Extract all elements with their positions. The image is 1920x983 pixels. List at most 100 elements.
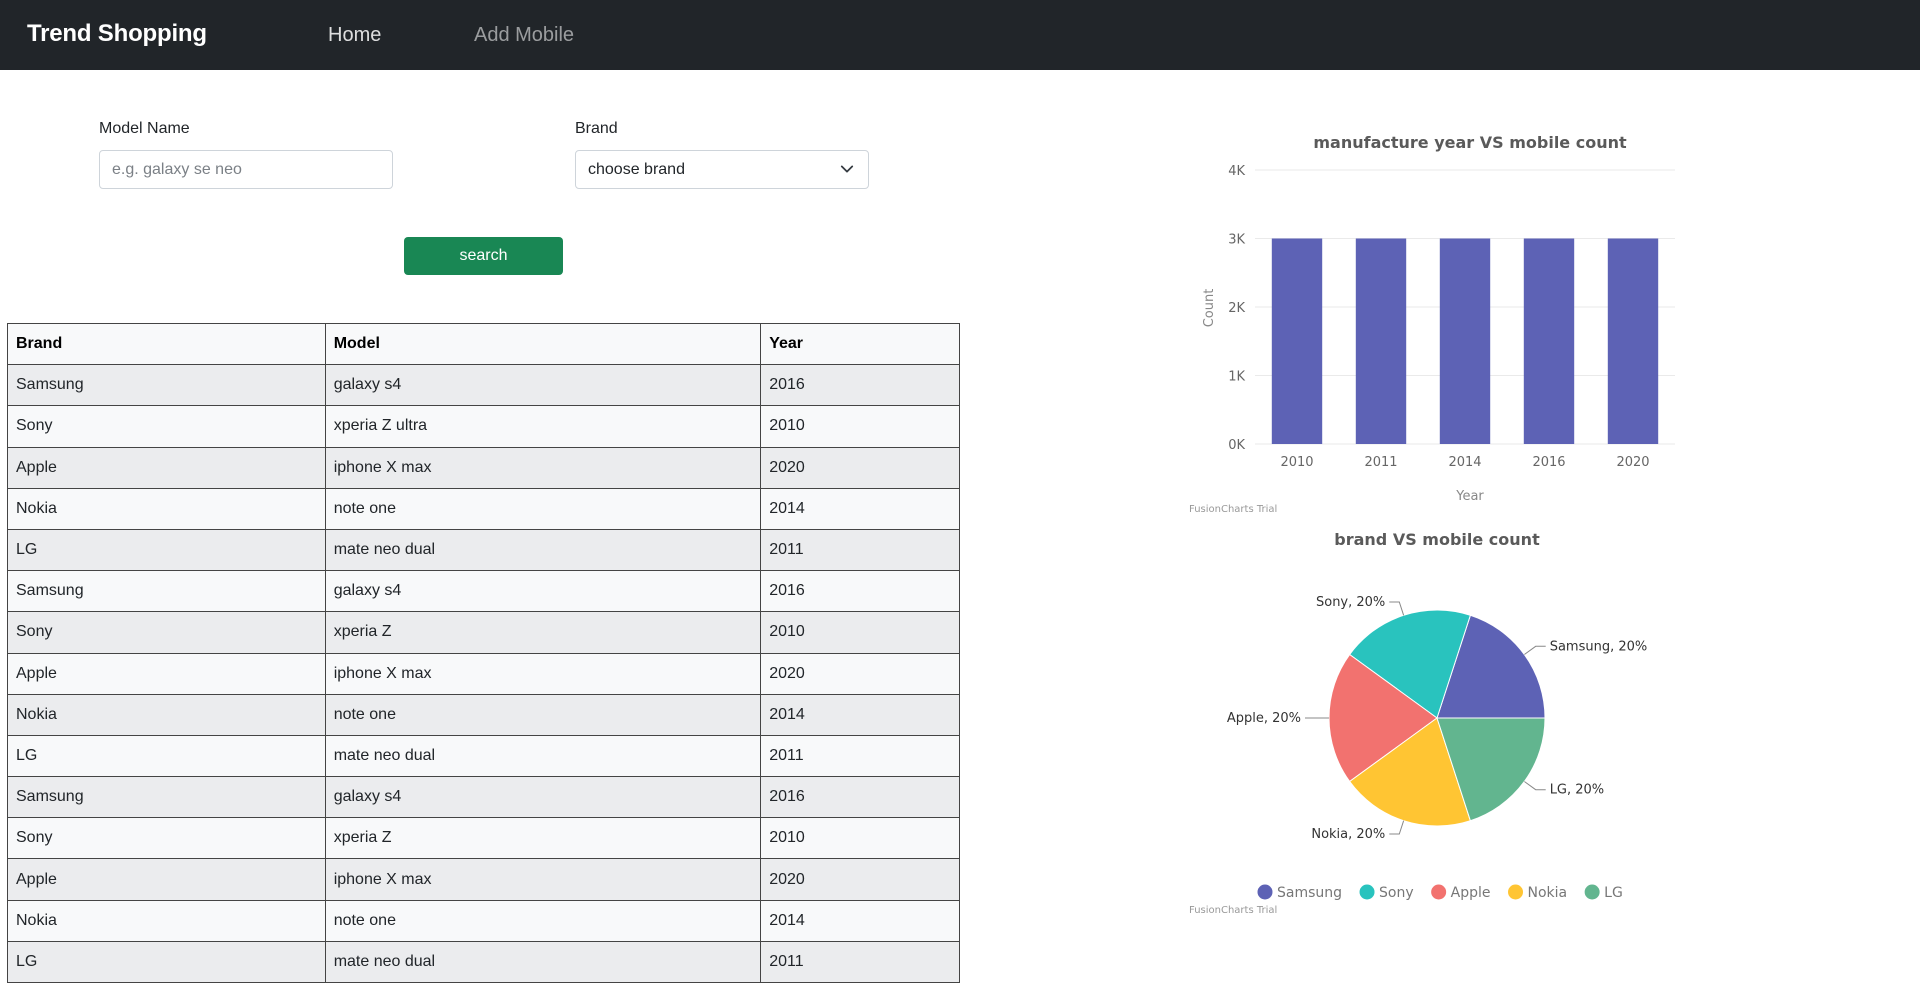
column-header-year: Year: [760, 322, 960, 366]
cell-brand: Nokia: [7, 487, 326, 530]
cell-year: 2016: [760, 364, 960, 407]
table-row: LG mate neo dual 2011: [7, 940, 960, 983]
bar-chart-y-tick-label: 1K: [1228, 370, 1245, 385]
bar-chart-title: manufacture year VS mobile count: [1313, 133, 1627, 152]
cell-brand: Samsung: [7, 776, 326, 819]
search-button[interactable]: search: [404, 237, 563, 275]
nav-link-home[interactable]: Home: [328, 24, 382, 46]
cell-model: note one: [324, 899, 762, 942]
cell-model: xperia Z ultra: [324, 405, 762, 448]
pie-label-connector: [1389, 601, 1405, 616]
bar-chart-bar[interactable]: [1523, 238, 1575, 445]
cell-year: 2010: [760, 611, 960, 654]
table-row: Nokia note one 2014: [7, 899, 960, 942]
pie-slice-label: Apple, 20%: [1227, 711, 1301, 726]
cell-year: 2014: [760, 899, 960, 942]
cell-model: galaxy s4: [324, 364, 762, 407]
brand-label: Brand: [575, 120, 618, 137]
cell-model: xperia Z: [324, 611, 762, 654]
bar-chart-y-axis-label: Count: [1202, 289, 1217, 328]
table-header-row: Brand Model Year: [7, 322, 960, 366]
bar-chart-bar[interactable]: [1439, 238, 1491, 445]
cell-year: 2020: [760, 858, 960, 901]
legend-marker-nokia[interactable]: [1508, 884, 1524, 900]
brand-select-value: choose brand: [588, 160, 685, 178]
navbar: Trend Shopping Home Add Mobile: [0, 0, 1920, 70]
cell-brand: Apple: [7, 652, 326, 695]
pie-slice-label: LG, 20%: [1550, 783, 1604, 798]
bar-chart-y-tick-label: 3K: [1228, 233, 1245, 248]
cell-year: 2020: [760, 446, 960, 489]
bar-chart-x-axis-label: Year: [1455, 489, 1484, 504]
table-row: Samsung galaxy s4 2016: [7, 364, 960, 407]
model-name-label: Model Name: [99, 120, 190, 137]
chevron-down-icon: [840, 165, 854, 173]
navbar-brand[interactable]: Trend Shopping: [27, 20, 207, 47]
cell-model: iphone X max: [324, 858, 762, 901]
brand-select[interactable]: choose brand: [575, 150, 869, 189]
cell-brand: LG: [7, 528, 326, 572]
bar-chart-bar[interactable]: [1355, 238, 1407, 445]
bar-chart-bar[interactable]: [1271, 238, 1323, 445]
legend-marker-samsung[interactable]: [1257, 884, 1273, 900]
table-row: Sony xperia Z 2010: [7, 817, 960, 860]
pie-slice-label: Samsung, 20%: [1550, 639, 1648, 654]
cell-brand: Sony: [7, 611, 326, 654]
pie-label-connector: [1524, 645, 1546, 655]
brand-count-pie-chart: brand VS mobile count Samsung, 20% Sony, …: [1227, 530, 1648, 901]
cell-model: mate neo dual: [324, 528, 762, 572]
cell-brand: Sony: [7, 405, 326, 448]
cell-model: galaxy s4: [324, 776, 762, 819]
table-row: LG mate neo dual 2011: [7, 734, 960, 778]
pie-label-connector: [1389, 820, 1405, 835]
table-row: Apple iphone X max 2020: [7, 652, 960, 695]
model-name-input[interactable]: [99, 150, 393, 189]
cell-year: 2016: [760, 776, 960, 819]
cell-model: galaxy s4: [324, 570, 762, 613]
legend-marker-lg[interactable]: [1584, 884, 1600, 900]
cell-brand: Samsung: [7, 570, 326, 613]
year-count-bar-chart: manufacture year VS mobile count Count Y…: [1202, 133, 1675, 504]
legend-marker-apple[interactable]: [1431, 884, 1447, 900]
legend-label-apple[interactable]: Apple: [1451, 885, 1491, 901]
pie-slice-lg[interactable]: [1436, 717, 1546, 822]
bar-chart-x-tick-label: 2014: [1448, 455, 1481, 470]
cell-year: 2011: [760, 940, 960, 983]
pie-chart-trial-watermark: FusionCharts Trial: [1189, 905, 1278, 916]
bar-chart-y-tick-label: 0K: [1228, 438, 1245, 453]
cell-brand: Apple: [7, 446, 326, 489]
cell-model: iphone X max: [324, 446, 762, 489]
bar-chart-y-tick-label: 4K: [1228, 164, 1245, 179]
table-row: Samsung galaxy s4 2016: [7, 776, 960, 819]
pie-chart-title: brand VS mobile count: [1334, 530, 1540, 549]
table-row: Apple iphone X max 2020: [7, 858, 960, 901]
cell-year: 2011: [760, 528, 960, 572]
table-row: Nokia note one 2014: [7, 693, 960, 736]
table-row: Sony xperia Z 2010: [7, 611, 960, 654]
legend-marker-sony[interactable]: [1359, 884, 1375, 900]
cell-brand: Nokia: [7, 693, 326, 736]
legend-label-lg[interactable]: LG: [1604, 885, 1623, 901]
cell-year: 2016: [760, 570, 960, 613]
cell-year: 2014: [760, 693, 960, 736]
bar-chart-x-tick-label: 2011: [1364, 455, 1397, 470]
legend-label-sony[interactable]: Sony: [1379, 885, 1414, 901]
column-header-model: Model: [324, 322, 762, 366]
column-header-brand: Brand: [7, 322, 326, 366]
cell-year: 2011: [760, 734, 960, 778]
cell-brand: LG: [7, 940, 326, 983]
nav-link-add-mobile[interactable]: Add Mobile: [474, 24, 575, 46]
pie-slice-label: Nokia, 20%: [1311, 827, 1385, 842]
legend-label-nokia[interactable]: Nokia: [1528, 885, 1568, 901]
cell-brand: LG: [7, 734, 326, 778]
cell-brand: Samsung: [7, 364, 326, 407]
bar-chart-bar[interactable]: [1607, 238, 1659, 445]
legend-label-samsung[interactable]: Samsung: [1277, 885, 1342, 901]
table-row: LG mate neo dual 2011: [7, 528, 960, 572]
cell-year: 2010: [760, 817, 960, 860]
cell-model: note one: [324, 693, 762, 736]
cell-brand: Nokia: [7, 899, 326, 942]
mobiles-table: Brand Model Year Samsung galaxy s4 2016 Son…: [7, 322, 960, 983]
cell-model: xperia Z: [324, 817, 762, 860]
bar-chart-y-tick-label: 2K: [1228, 301, 1245, 316]
